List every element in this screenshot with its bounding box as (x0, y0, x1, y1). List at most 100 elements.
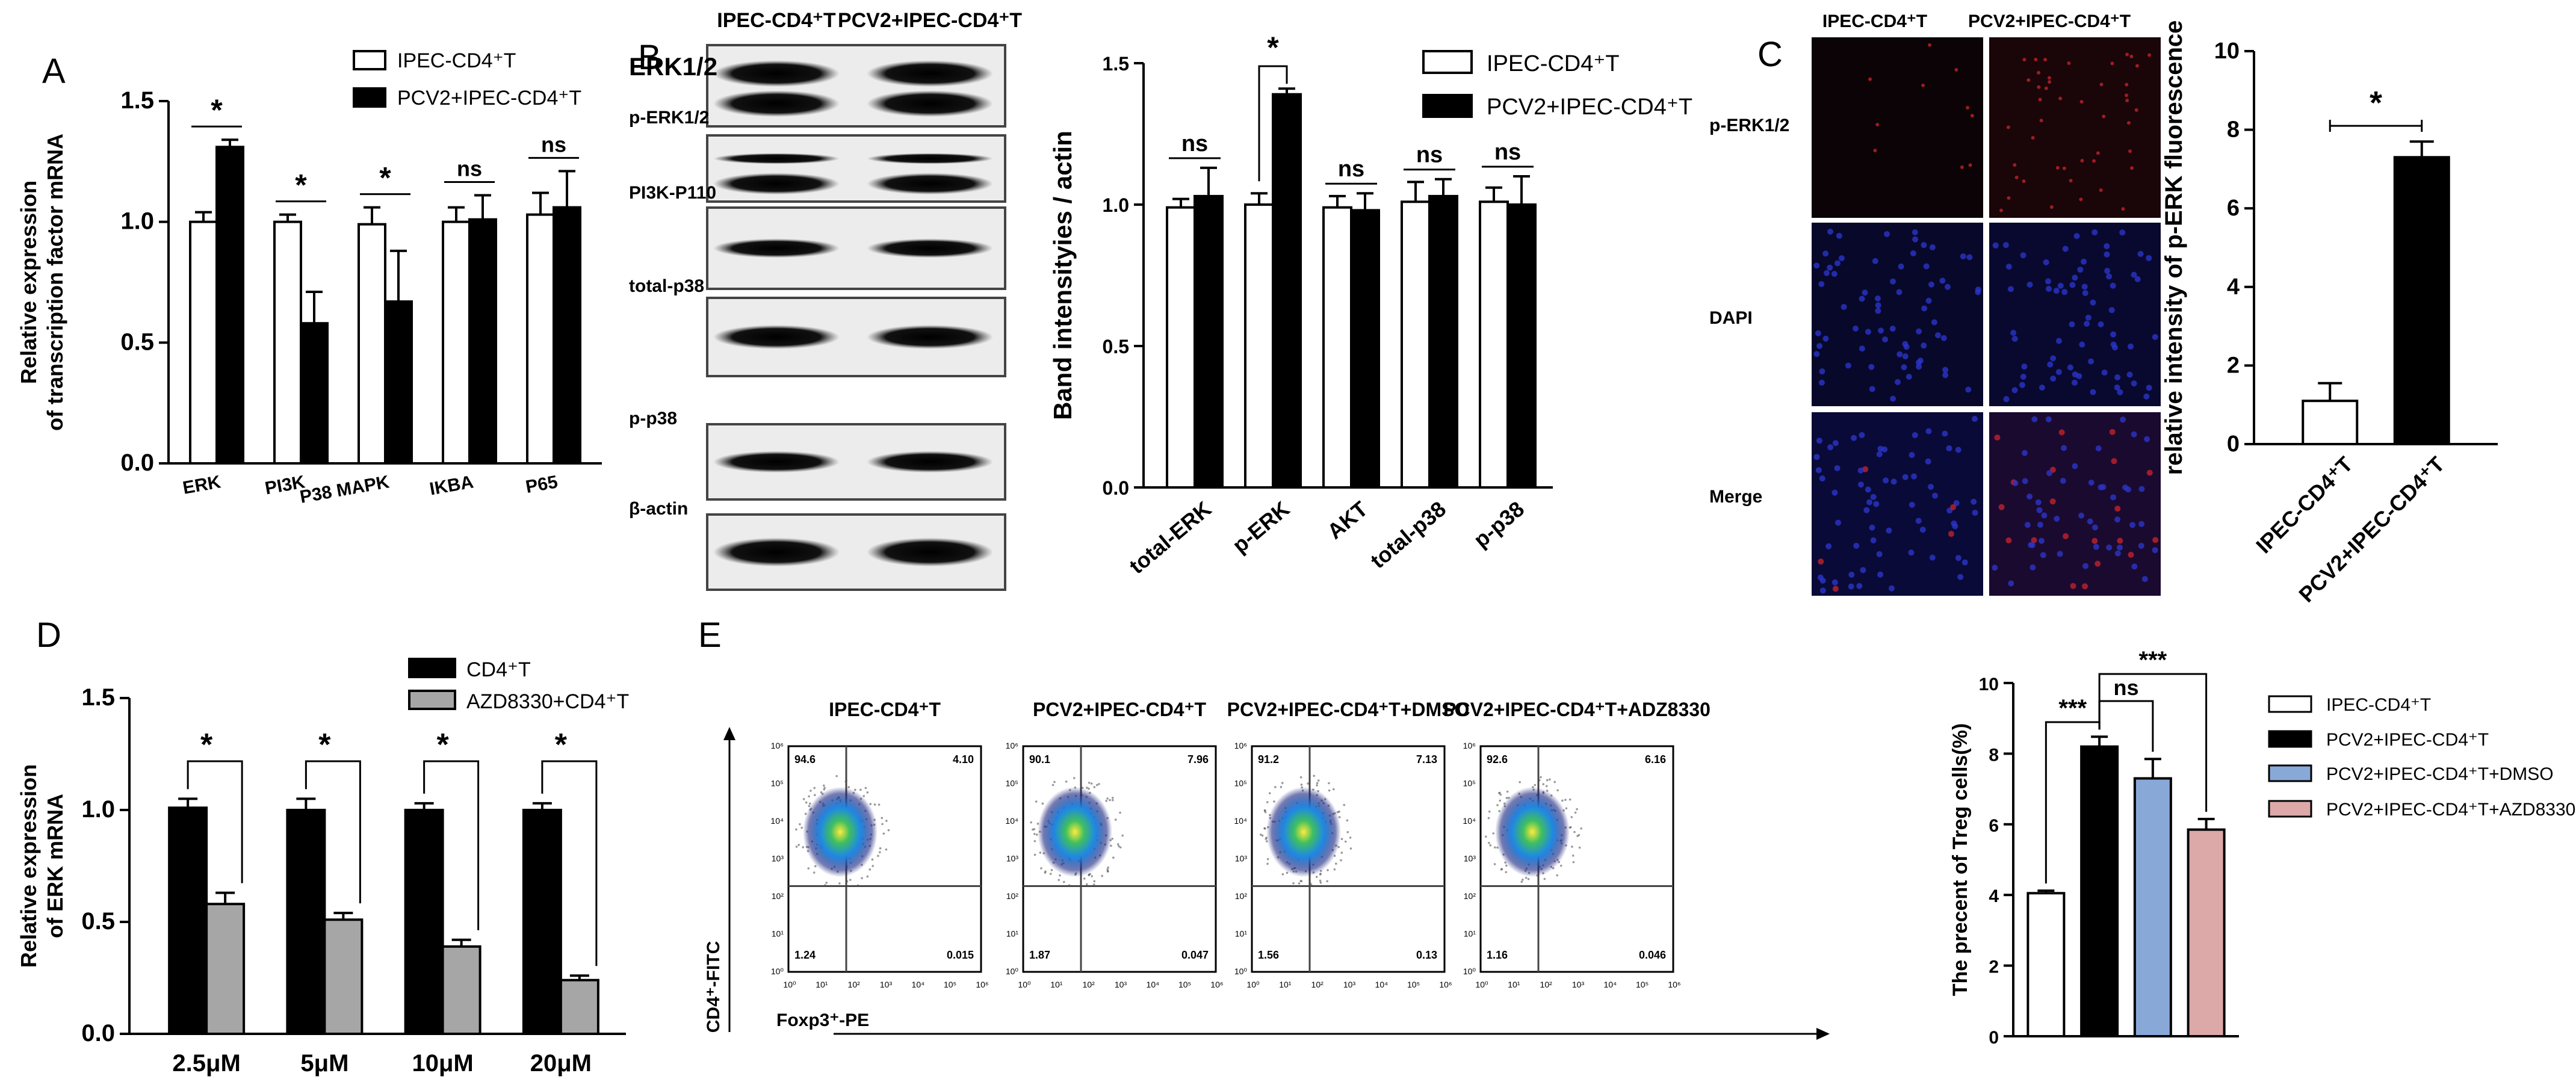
if-dot (1848, 583, 1854, 590)
if-dot (2131, 271, 2137, 278)
flow-event (1035, 800, 1038, 803)
flow-event (879, 847, 882, 850)
if-dot (1831, 579, 1838, 586)
significance-label: ns (457, 156, 482, 181)
y-tick-label: 1.5 (1103, 53, 1129, 75)
flow-event (1574, 811, 1577, 814)
significance-bracket (187, 760, 243, 883)
if-dot (2050, 355, 2057, 362)
flow-event (1085, 883, 1088, 886)
if-dot (2152, 547, 2158, 554)
if-dot (2129, 54, 2134, 58)
if-image (1989, 37, 2161, 218)
quadrant-value: 6.16 (1645, 753, 1666, 765)
flow-event (871, 858, 874, 861)
if-image (1812, 223, 1983, 406)
flow-event (813, 787, 816, 790)
if-dot (2048, 80, 2052, 84)
flow-density (803, 787, 878, 877)
blot-band (713, 153, 840, 164)
flow-x-tick: 10⁵ (1407, 980, 1420, 989)
legend-label: IPEC-CD4⁺T (1487, 51, 1620, 76)
flow-y-tick: 10⁵ (771, 779, 784, 788)
legend-swatch (2268, 730, 2312, 748)
flow-event (1349, 847, 1352, 850)
if-dot (1923, 263, 1930, 270)
flow-event (856, 884, 859, 887)
bar (300, 322, 329, 465)
flow-x-tick: 10¹ (1279, 980, 1292, 989)
flow-x-tick: 10² (1540, 980, 1553, 989)
flow-event (807, 867, 810, 870)
if-dot (2087, 518, 2093, 525)
if-dot (1890, 278, 1896, 285)
if-dot (2121, 207, 2125, 211)
flow-event (885, 820, 888, 822)
panel-label-c: C (1757, 35, 1783, 74)
flow-event (1309, 882, 1311, 885)
flow-y-tick: 10² (1464, 891, 1476, 901)
flow-event (1093, 786, 1096, 788)
if-dot (1961, 559, 1968, 566)
y-tick-label: 8 (1989, 745, 1999, 765)
flow-event (797, 844, 800, 846)
if-dot (2014, 175, 2019, 179)
blot-band (867, 173, 993, 195)
bar (358, 223, 386, 465)
if-dot (2062, 246, 2069, 252)
if-dot (2135, 64, 2139, 68)
if-dot (2003, 396, 2010, 403)
if-dot (2026, 493, 2033, 500)
if-dot (1822, 250, 1829, 257)
if-dot (1888, 585, 1895, 592)
flow-event (849, 879, 852, 881)
flow-x-tick: 10⁵ (944, 980, 956, 989)
flow-event (1299, 776, 1302, 779)
if-dot (2114, 505, 2121, 512)
significance-label: * (379, 161, 391, 195)
if-dot (2043, 259, 2049, 265)
if-dot (2120, 416, 2126, 423)
if-dot (2069, 179, 2073, 183)
flow-event (1088, 781, 1091, 784)
flow-y-tick: 10² (772, 891, 784, 901)
if-dot (2061, 445, 2067, 451)
flow-x-tick: 10² (848, 980, 861, 989)
if-dot (2040, 552, 2046, 558)
if-dot (1877, 571, 1884, 578)
if-dot (2146, 469, 2153, 476)
if-dot (2128, 149, 2132, 153)
flow-event (825, 882, 828, 884)
flow-event (1542, 783, 1544, 785)
blot-band (713, 90, 840, 117)
flow-event (823, 788, 826, 791)
if-dot (1960, 165, 1964, 169)
if-dot (1857, 467, 1864, 474)
if-dot (2063, 533, 2069, 540)
if-dot (1870, 537, 1877, 543)
blot-band (867, 451, 993, 473)
flow-event (1327, 869, 1329, 871)
chart-d: 0.0 0.5 1.0 1.5 Relative expression of ERK mR… (16, 658, 629, 1077)
flow-event (1340, 838, 1343, 841)
if-dot (2108, 307, 2115, 314)
if-dot (2055, 338, 2062, 344)
y-tick-label: 2 (1989, 957, 1999, 977)
blot-band (867, 325, 993, 349)
flow-event (1095, 784, 1098, 787)
if-dot (2024, 522, 2031, 528)
chart-a: 0.0 0.5 1.0 1.5 Relative expression of transc… (16, 49, 602, 507)
bar (553, 206, 581, 465)
if-dot (1816, 342, 1823, 349)
flow-event (1333, 868, 1336, 871)
if-dot (2099, 82, 2104, 87)
if-dot (2111, 344, 2118, 351)
flow-event (823, 784, 825, 787)
if-dot (2045, 278, 2051, 285)
if-dot (1911, 473, 1918, 480)
legend-label: AZD8330+CD4⁺T (466, 690, 629, 713)
if-dot (1875, 308, 1881, 314)
if-dot (2106, 273, 2113, 280)
if-dot (2114, 550, 2121, 557)
